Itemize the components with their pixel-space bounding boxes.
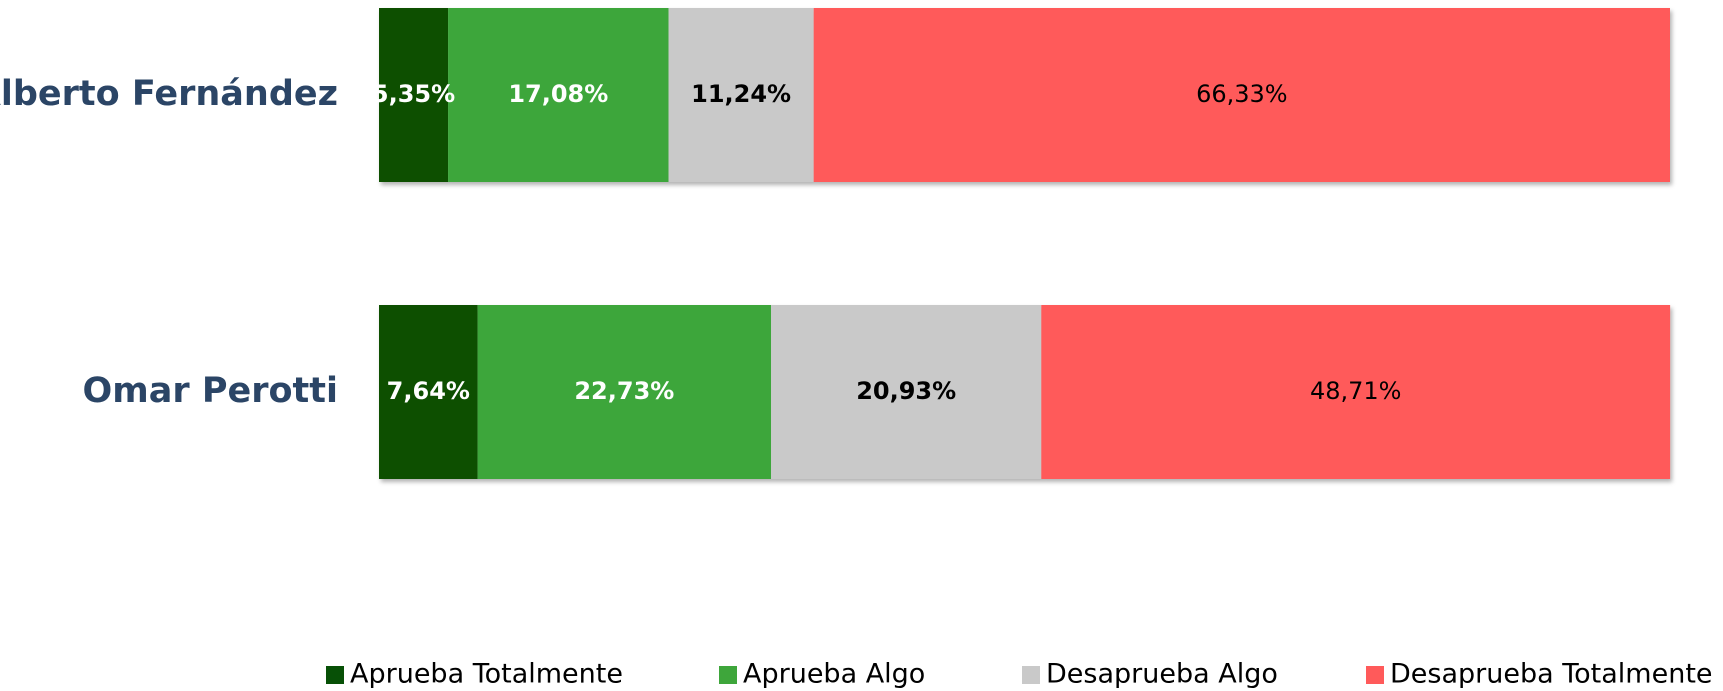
legend-label: Desaprueba Algo [1046,659,1278,690]
value-label: 7,64% [387,377,470,405]
value-label: 22,73% [574,377,674,405]
value-label: 48,71% [1310,377,1402,405]
legend-label: Aprueba Totalmente [350,659,623,690]
value-label: 5,35% [372,80,455,108]
category-label: Alberto Fernández [0,74,338,114]
legend-swatch [719,666,737,684]
value-label: 20,93% [856,377,956,405]
legend-label: Desaprueba Totalmente [1390,659,1713,690]
value-label: 17,08% [508,80,608,108]
bar-segment [771,305,1042,479]
legend-swatch [1366,666,1384,684]
bar-segment [477,305,772,479]
bar-segment [448,8,669,182]
legend-label: Aprueba Algo [743,659,925,690]
bar-segment [379,305,478,479]
bar-segment [813,8,1670,182]
category-label: Omar Perotti [83,371,338,411]
bar-segment [668,8,814,182]
value-label: 66,33% [1196,80,1288,108]
legend-swatch [1022,666,1040,684]
bars [379,8,1671,479]
value-label: 11,24% [691,80,791,108]
bar-segment [379,8,449,182]
legend-swatch [326,666,344,684]
bar-segment [1041,305,1671,479]
